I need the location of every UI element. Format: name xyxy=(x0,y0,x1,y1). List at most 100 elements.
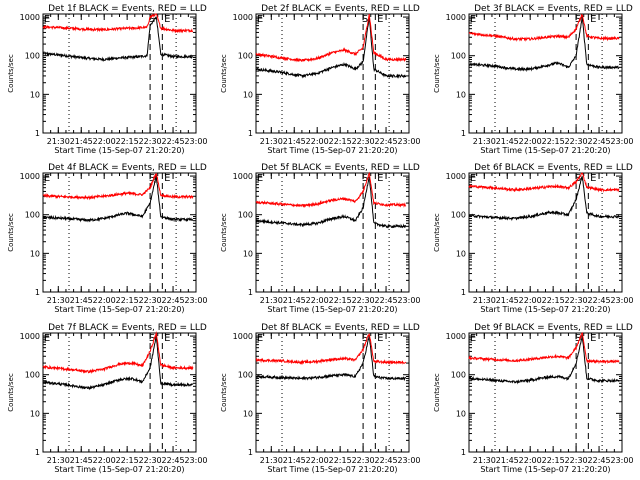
x-tick-label: 21:30 xyxy=(473,137,496,146)
x-tick-label: 23:00 xyxy=(610,137,633,146)
end-marker: E xyxy=(590,173,596,184)
start-marker: S xyxy=(362,14,368,25)
events-series-line xyxy=(42,335,194,391)
y-tick-label: 100 xyxy=(238,211,253,220)
panel-title: Det 1f BLACK = Events, RED = LLD xyxy=(48,4,207,14)
y-tick-label: 100 xyxy=(25,52,40,61)
lld-series-line xyxy=(42,13,194,34)
x-tick-label: 22:00 xyxy=(93,296,116,305)
events-series-line xyxy=(255,17,407,79)
y-tick-label: 10 xyxy=(30,90,40,99)
events-series-line xyxy=(42,16,194,62)
x-tick-label: 22:30 xyxy=(565,137,588,146)
end-marker-left: E xyxy=(44,333,50,344)
x-tick-label: 21:30 xyxy=(260,296,283,305)
y-axis-label: Counts/sec xyxy=(433,213,441,252)
x-tick-label: 22:15 xyxy=(329,137,352,146)
y-tick-label: 10 xyxy=(30,409,40,418)
x-tick-label: 22:30 xyxy=(352,137,375,146)
y-tick-label: 1 xyxy=(461,288,466,297)
y-tick-label: 1000 xyxy=(446,13,466,22)
end-marker: E xyxy=(164,333,170,344)
start-marker: S xyxy=(362,173,368,184)
start-marker: S xyxy=(575,14,581,25)
y-tick-label: 1000 xyxy=(20,332,40,341)
x-tick-label: 21:45 xyxy=(283,296,306,305)
x-tick-label: 21:45 xyxy=(496,456,519,465)
end-marker: E xyxy=(377,173,383,184)
y-tick-label: 100 xyxy=(238,52,253,61)
x-tick-label: 22:00 xyxy=(519,137,542,146)
lld-series-line xyxy=(255,171,407,209)
y-axis-label: Counts/sec xyxy=(220,54,228,93)
x-tick-label: 22:00 xyxy=(93,456,116,465)
x-tick-label: 23:00 xyxy=(184,137,207,146)
x-tick-label: 22:15 xyxy=(116,456,139,465)
y-tick-label: 10 xyxy=(456,409,466,418)
x-tick-label: 21:45 xyxy=(70,296,93,305)
y-tick-label: 1000 xyxy=(446,332,466,341)
x-tick-label: 21:45 xyxy=(70,456,93,465)
x-tick-label: 22:45 xyxy=(162,456,185,465)
x-tick-label: 22:45 xyxy=(588,296,611,305)
panel-title: Det 9f BLACK = Events, RED = LLD xyxy=(474,323,633,333)
y-axis-label: Counts/sec xyxy=(433,373,441,412)
plot-frame xyxy=(468,332,623,453)
y-tick-label: 1 xyxy=(248,129,253,138)
x-tick-label: 22:15 xyxy=(542,296,565,305)
x-tick-label: 21:30 xyxy=(260,137,283,146)
y-tick-label: 10 xyxy=(456,249,466,258)
end-marker: E xyxy=(590,333,596,344)
y-axis-label: Counts/sec xyxy=(220,373,228,412)
x-tick-label: 21:30 xyxy=(473,456,496,465)
x-tick-label: 21:30 xyxy=(260,456,283,465)
x-tick-label: 23:00 xyxy=(184,296,207,305)
events-series-line xyxy=(255,335,407,382)
x-axis-label: Start Time (15-Sep-07 21:20:20) xyxy=(54,146,184,155)
lld-series-line xyxy=(255,13,407,63)
end-marker-left: E xyxy=(44,173,50,184)
start-marker: S xyxy=(575,333,581,344)
y-tick-label: 1000 xyxy=(233,172,253,181)
events-series-line xyxy=(468,335,620,385)
plot-frame xyxy=(255,332,410,453)
x-tick-label: 22:30 xyxy=(139,137,162,146)
panel-title: Det 6f BLACK = Events, RED = LLD xyxy=(474,163,633,173)
x-tick-label: 21:30 xyxy=(47,456,70,465)
end-marker: E xyxy=(377,14,383,25)
x-axis-label: Start Time (15-Sep-07 21:20:20) xyxy=(480,465,610,474)
y-tick-label: 100 xyxy=(451,211,466,220)
plot-frame xyxy=(255,13,410,134)
x-tick-label: 22:00 xyxy=(306,137,329,146)
lld-series-line xyxy=(42,172,194,201)
x-tick-label: 22:45 xyxy=(162,296,185,305)
panel-title: Det 5f BLACK = Events, RED = LLD xyxy=(261,163,420,173)
x-tick-label: 23:00 xyxy=(397,296,420,305)
x-tick-label: 21:45 xyxy=(283,456,306,465)
panel-title: Det 4f BLACK = Events, RED = LLD xyxy=(48,163,207,173)
x-tick-label: 22:00 xyxy=(306,456,329,465)
x-tick-label: 21:30 xyxy=(47,296,70,305)
end-marker: E xyxy=(164,173,170,184)
y-tick-label: 10 xyxy=(243,90,253,99)
x-axis-label: Start Time (15-Sep-07 21:20:20) xyxy=(54,305,184,314)
end-marker-left: E xyxy=(44,14,50,25)
x-tick-label: 23:00 xyxy=(397,137,420,146)
x-tick-label: 22:00 xyxy=(519,296,542,305)
x-tick-label: 21:45 xyxy=(283,137,306,146)
end-marker-left: E xyxy=(257,333,263,344)
x-tick-label: 22:15 xyxy=(542,456,565,465)
x-tick-label: 21:30 xyxy=(473,296,496,305)
x-tick-label: 22:30 xyxy=(565,456,588,465)
start-marker: S xyxy=(362,333,368,344)
start-marker: S xyxy=(149,333,155,344)
x-tick-label: 22:45 xyxy=(588,137,611,146)
end-marker-left: E xyxy=(470,14,476,25)
x-axis-label: Start Time (15-Sep-07 21:20:20) xyxy=(480,305,610,314)
